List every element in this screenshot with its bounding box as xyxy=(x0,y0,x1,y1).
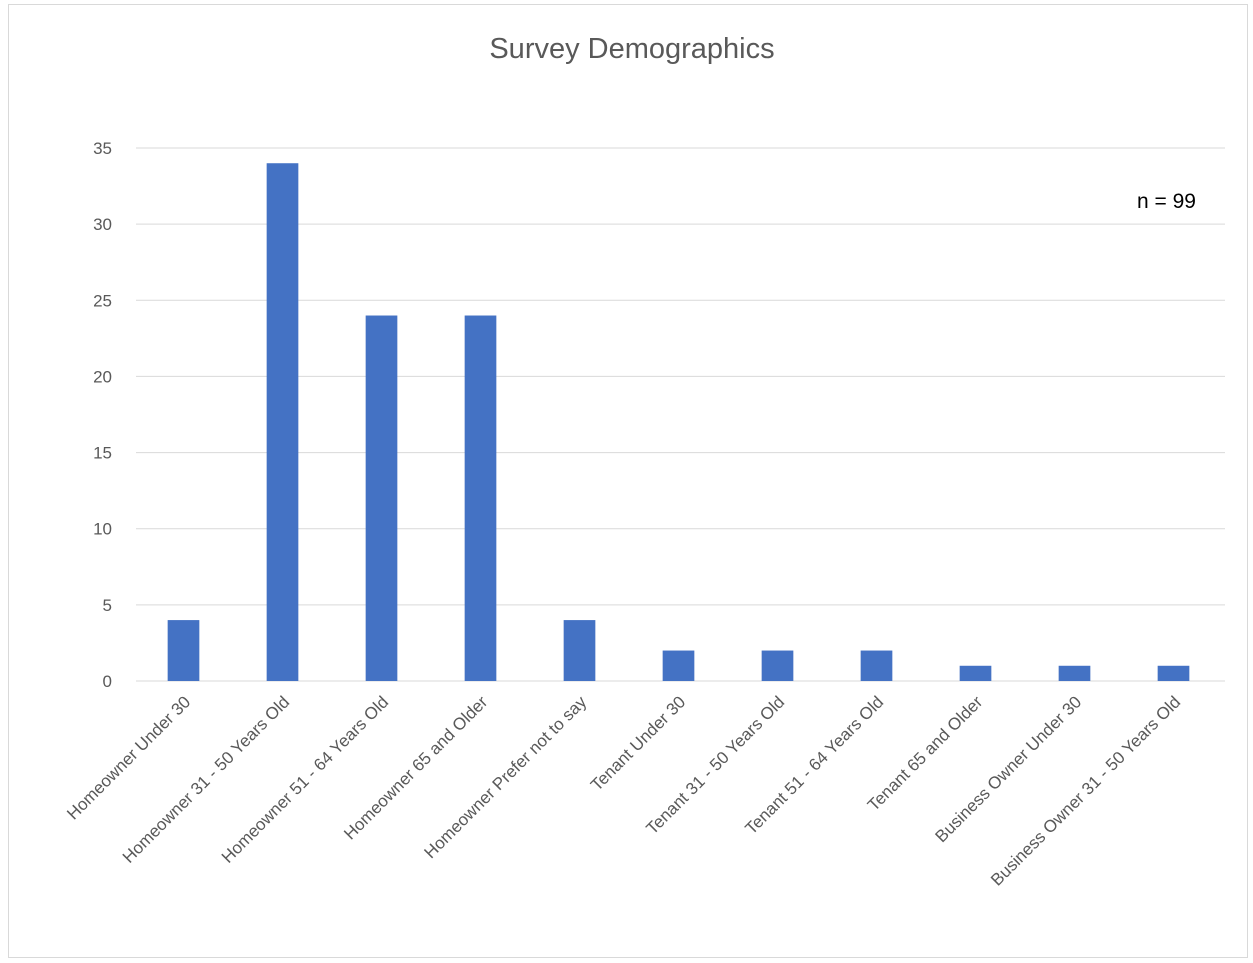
x-tick-label: Tenant Under 30 xyxy=(587,692,689,794)
bar xyxy=(464,315,497,681)
x-tick-label: Homeowner 51 - 64 Years Old xyxy=(218,692,392,866)
bar xyxy=(1157,665,1190,681)
bar xyxy=(365,315,398,681)
x-tick-label: Homeowner 31 - 50 Years Old xyxy=(119,692,293,866)
chart-title: Survey Demographics xyxy=(489,33,774,65)
bar xyxy=(563,620,596,681)
y-tick-label: 10 xyxy=(93,520,112,539)
bar xyxy=(1058,665,1091,681)
bars xyxy=(167,163,1190,681)
gridlines xyxy=(136,147,1225,682)
x-tick-label: Business Owner 31 - 50 Years Old xyxy=(987,692,1184,889)
y-tick-label: 20 xyxy=(93,367,112,386)
y-tick-label: 35 xyxy=(93,139,112,158)
y-tick-label: 25 xyxy=(93,291,112,310)
bar xyxy=(266,163,299,681)
bar xyxy=(761,650,794,681)
chart-frame xyxy=(8,4,1248,958)
y-tick-label: 30 xyxy=(93,215,112,234)
y-tick-label: 5 xyxy=(103,596,112,615)
sample-size-annotation: n = 99 xyxy=(1137,190,1196,213)
y-axis: 0 5 10 15 20 25 30 35 xyxy=(93,139,112,691)
bar xyxy=(959,665,992,681)
y-tick-label: 0 xyxy=(103,672,112,691)
bar xyxy=(167,620,200,681)
x-tick-label: Homeowner Prefer not to say xyxy=(421,692,591,862)
bar xyxy=(860,650,893,681)
y-tick-label: 15 xyxy=(93,444,112,463)
bar xyxy=(662,650,695,681)
